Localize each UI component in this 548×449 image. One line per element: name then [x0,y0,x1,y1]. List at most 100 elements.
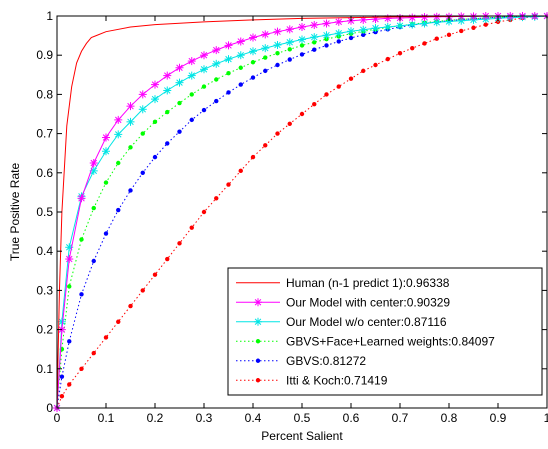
data-point [214,196,219,201]
series-1 [56,15,547,409]
data-point [336,84,341,89]
x-tick-label: 0.6 [343,411,360,425]
marker-stroke [408,21,416,28]
data-point [275,131,280,136]
data-point [226,90,231,95]
marker-stroke [310,21,318,29]
x-tick-label: 0.1 [98,411,115,425]
data-point [299,111,305,117]
data-point [236,37,245,46]
data-point [446,32,452,38]
marker-stroke [335,29,343,37]
marker-stroke [102,147,110,155]
marker-stroke [298,23,306,31]
data-point [226,71,231,76]
x-tick-label: 1 [544,411,548,425]
legend-box [227,267,543,396]
data-point [77,194,86,203]
data-point [189,92,194,97]
marker-stroke [200,66,208,73]
data-point [116,160,121,166]
series-line [56,15,548,409]
data-point [212,59,221,68]
marker-stroke [274,41,281,49]
legend-marker [254,317,262,326]
data-point [152,154,158,160]
data-point [138,105,147,114]
marker-stroke [65,244,73,251]
marker-stroke [359,26,367,33]
legend-entry-3: Our Model w/o center:0.87116 [236,315,447,329]
data-point [59,374,65,379]
y-tick-label: 0.8 [36,87,53,101]
data-point [165,256,170,262]
data-point [287,121,292,127]
series-line [56,15,547,409]
data-point [261,30,270,39]
data-point [273,41,282,50]
data-point [126,117,135,126]
marker-stroke [114,116,122,124]
data-point [151,80,159,89]
data-point [312,40,317,45]
data-point [408,13,417,22]
marker-stroke [200,51,208,59]
data-point [299,43,305,48]
marker-stroke [298,36,306,43]
marker-stroke [139,106,147,113]
data-point [189,225,194,230]
data-point [410,45,415,51]
data-point [348,76,354,81]
x-tick-label: 0.9 [490,411,507,425]
marker-stroke [114,131,122,138]
marker-stroke [151,81,159,88]
marker-stroke [249,48,257,55]
data-point [249,47,257,56]
data-point [238,168,243,174]
data-point [385,56,390,62]
marker-stroke [254,318,262,326]
marker-stroke [347,28,355,35]
data-point [214,77,219,82]
marker-stroke [176,79,183,86]
data-point [383,22,392,31]
data-point [175,63,184,72]
marker-stroke [249,34,257,41]
marker-stroke [151,95,159,103]
data-point [175,78,184,87]
data-point [361,32,366,38]
data-point [103,335,109,340]
marker-stroke [261,44,269,52]
marker-stroke [78,195,85,202]
legend-entry-4: GBVS+Face+Learned weights:0.84097 [236,334,495,348]
data-point [102,147,110,156]
marker-stroke [335,18,343,26]
data-point [200,51,208,60]
data-point [298,22,306,31]
data-point [140,131,145,136]
data-point [152,119,158,125]
data-point [177,129,182,134]
legend-marker [254,298,262,307]
data-point [361,68,366,74]
legend-label: GBVS+Face+Learned weights:0.84097 [286,334,495,348]
x-tick-label: 0.7 [392,411,409,425]
data-point [79,292,84,297]
data-point [373,62,378,68]
marker-stroke [261,31,269,38]
legend: Human (n-1 predict 1):0.96338 Our Model w… [227,267,543,396]
y-tick-label: 1 [46,9,53,23]
data-point [189,117,194,123]
data-point [275,51,280,56]
marker-stroke [163,87,171,94]
marker-stroke [237,51,245,59]
y-tick-label: 0.3 [36,283,53,297]
x-axis-label: Percent Salient [261,429,343,443]
marker-stroke [372,24,379,32]
data-point [236,51,245,60]
marker-stroke [323,20,330,27]
x-tick-label: 0.2 [147,411,164,425]
data-point [140,170,145,175]
data-point [471,25,476,30]
data-point [263,68,268,74]
